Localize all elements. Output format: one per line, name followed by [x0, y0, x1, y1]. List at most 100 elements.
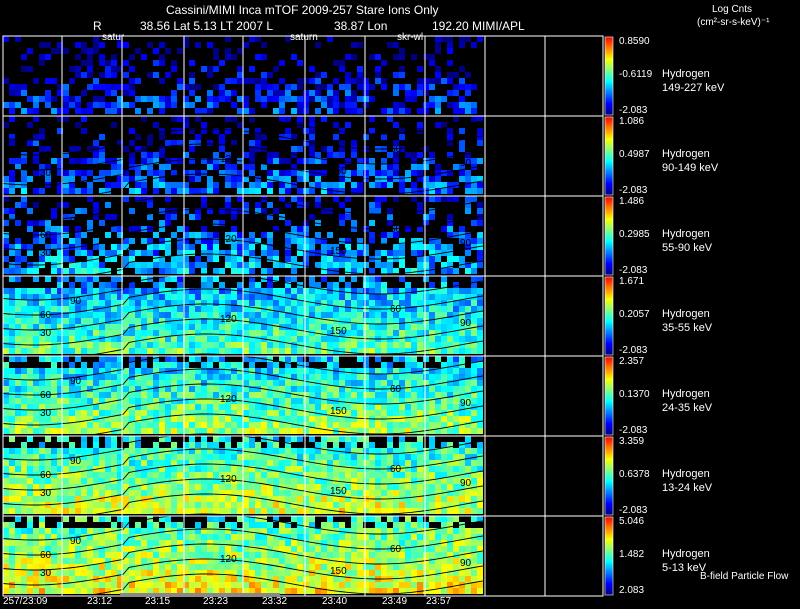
- panel-3: [2, 193, 604, 281]
- contour-label: 60: [390, 544, 402, 555]
- contour-label: 60: [40, 550, 52, 561]
- contour-label: 120: [220, 154, 237, 165]
- energy-label: 24-35 keV: [662, 402, 713, 414]
- colorbar-mid: 0.6378: [619, 469, 650, 480]
- contour-label: 150: [330, 406, 347, 417]
- energy-label: 35-55 keV: [662, 322, 713, 334]
- contour-label: 120: [220, 234, 237, 245]
- colorbar-max: 2.357: [619, 356, 645, 367]
- contour-label: 90: [460, 558, 472, 569]
- contour-label: 60: [40, 310, 52, 321]
- x-tick-label: 23:57: [426, 596, 452, 607]
- r-label: R: [93, 19, 102, 33]
- colorbar-mid: 0.2985: [619, 229, 650, 240]
- contour-label: 30: [40, 248, 52, 259]
- colorbar: [605, 117, 613, 195]
- contour-label: 90: [460, 318, 472, 329]
- contour-label: 120: [220, 314, 237, 325]
- contour-label: 30: [40, 488, 52, 499]
- contour-label: 120: [220, 474, 237, 485]
- x-tick-label: 23:23: [203, 596, 229, 607]
- colorbar-min: 2.083: [619, 585, 645, 596]
- colorbar-units-title: Log Cnts: [712, 4, 753, 15]
- colorbar-max: 1.086: [619, 116, 645, 127]
- panel-1: [2, 35, 604, 117]
- time-bar: [120, 593, 280, 597]
- species-label: Hydrogen: [662, 68, 710, 80]
- colorbar-min: -2.083: [619, 185, 648, 196]
- marker-satur: satur: [102, 32, 125, 43]
- marker-saturn: saturn: [290, 32, 318, 43]
- panel-7: [2, 513, 604, 601]
- bfield-note: B-field Particle Flow: [700, 571, 789, 582]
- contour-label: 30: [40, 328, 52, 339]
- species-label: Hydrogen: [662, 308, 710, 320]
- longitude-value: 38.87 Lon: [334, 19, 388, 33]
- colorbar-min: -2.083: [619, 105, 648, 116]
- contour-label: 90: [70, 456, 82, 467]
- contour-label: 30: [40, 168, 52, 179]
- colorbar-max: 1.486: [619, 196, 645, 207]
- contour-label: 60: [40, 470, 52, 481]
- contour-label: 150: [330, 326, 347, 337]
- colorbar: [605, 517, 613, 595]
- x-tick-label: 23:40: [322, 596, 348, 607]
- colorbar: [605, 197, 613, 275]
- contour-label: 90: [70, 296, 82, 307]
- x-tick-label: 257/23:09: [3, 596, 48, 607]
- energy-label: 13-24 keV: [662, 482, 713, 494]
- energy-label: 90-149 keV: [662, 162, 719, 174]
- contour-label: 150: [330, 246, 347, 257]
- x-tick-label: 23:15: [145, 596, 171, 607]
- contour-label: 60: [40, 390, 52, 401]
- contour-label: 30: [40, 568, 52, 579]
- contour-label: 90: [70, 536, 82, 547]
- colorbar-mid: 1.482: [619, 549, 645, 560]
- contour-label: 60: [40, 150, 52, 161]
- contour-label: 90: [460, 158, 472, 169]
- altitude-value: 192.20 MIMI/APL: [432, 19, 525, 33]
- colorbar: [605, 437, 613, 515]
- panel-frame: [2, 515, 604, 597]
- contour-label: 60: [390, 304, 402, 315]
- species-label: Hydrogen: [662, 148, 710, 160]
- contour-label: 150: [330, 166, 347, 177]
- colorbar-max: 0.8590: [619, 36, 650, 47]
- species-label: Hydrogen: [662, 388, 710, 400]
- contour-label: 150: [330, 566, 347, 577]
- energy-label: 5-13 keV: [662, 562, 707, 574]
- position-values: 38.56 Lat 5.13 LT 2007 L: [140, 19, 274, 33]
- colorbar-min: -2.083: [619, 265, 648, 276]
- contour-label: 90: [460, 398, 472, 409]
- colorbar-min: -2.083: [619, 505, 648, 516]
- colorbar-mid: 0.1370: [619, 389, 650, 400]
- contour-label: 60: [390, 464, 402, 475]
- contour-label: 60: [40, 230, 52, 241]
- species-label: Hydrogen: [662, 548, 710, 560]
- contour-label: 60: [390, 384, 402, 395]
- species-label: Hydrogen: [662, 228, 710, 240]
- marker-skr: skr-wl: [397, 32, 424, 43]
- contour-label: 90: [460, 478, 472, 489]
- panel-4: [2, 273, 604, 361]
- contour-label: 120: [220, 554, 237, 565]
- contour-label: 90: [460, 238, 472, 249]
- x-tick-label: 23:49: [382, 596, 408, 607]
- figure-title: Cassini/MIMI Inca mTOF 2009-257 Stare Io…: [166, 3, 439, 17]
- colorbar-mid: 0.2057: [619, 309, 650, 320]
- colorbar-max: 1.671: [619, 276, 645, 287]
- colorbar-min: -2.083: [619, 345, 648, 356]
- colorbar-units: (cm²-sr-s-keV)⁻¹: [697, 17, 770, 28]
- panel-6: [2, 433, 604, 521]
- colorbar: [605, 37, 613, 115]
- contour-label: 120: [220, 394, 237, 405]
- colorbar-mid: -0.6119: [619, 69, 653, 80]
- panel-2: [2, 113, 604, 201]
- x-tick-label: 23:12: [87, 596, 113, 607]
- energy-label: 149-227 keV: [662, 82, 725, 94]
- contour-label: 60: [390, 224, 402, 235]
- contour-label: 60: [390, 144, 402, 155]
- colorbar-mid: 0.4987: [619, 149, 650, 160]
- contour-label: 90: [70, 136, 82, 147]
